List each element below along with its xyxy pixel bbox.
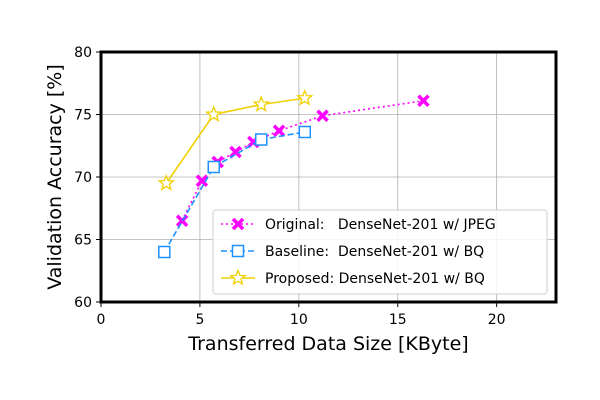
data-point bbox=[417, 94, 430, 107]
series-line bbox=[181, 99, 424, 222]
series-line bbox=[165, 97, 305, 184]
data-point bbox=[272, 124, 286, 137]
y-tick-label: 75 bbox=[74, 108, 92, 124]
y-tick-label: 60 bbox=[74, 295, 92, 311]
legend-marker bbox=[231, 217, 245, 231]
data-point bbox=[229, 145, 242, 159]
legend-label: Baseline: DenseNet-201 w/ BQ bbox=[265, 244, 484, 260]
data-point bbox=[175, 214, 189, 227]
data-point bbox=[252, 95, 271, 113]
data-point bbox=[254, 133, 268, 146]
data-point bbox=[295, 88, 314, 106]
y-tick-label: 65 bbox=[74, 233, 92, 249]
y-tick-label: 80 bbox=[74, 45, 92, 61]
data-point bbox=[207, 160, 221, 174]
legend-marker bbox=[231, 244, 245, 258]
legend-item: Proposed: DenseNet-201 w/ BQ bbox=[221, 268, 485, 287]
data-point bbox=[158, 245, 171, 259]
x-tick-label: 20 bbox=[488, 312, 506, 328]
legend-item: Original: DenseNet-201 w/ JPEG bbox=[221, 217, 496, 233]
data-point bbox=[298, 125, 312, 139]
x-tick-label: 10 bbox=[290, 312, 308, 328]
legend-label: Original: DenseNet-201 w/ JPEG bbox=[265, 217, 496, 233]
x-axis-label: Transferred Data Size [KByte] bbox=[187, 333, 468, 355]
legend-label: Proposed: DenseNet-201 w/ BQ bbox=[265, 271, 485, 287]
series-1 bbox=[158, 125, 312, 259]
data-point bbox=[204, 105, 223, 123]
legend-marker bbox=[229, 268, 247, 286]
y-tick-label: 70 bbox=[74, 170, 92, 186]
series-layer bbox=[157, 88, 430, 259]
legend-item: Baseline: DenseNet-201 w/ BQ bbox=[221, 244, 484, 260]
series-line bbox=[163, 131, 305, 253]
x-tick-label: 0 bbox=[97, 312, 106, 328]
series-0 bbox=[175, 94, 430, 227]
data-point bbox=[157, 173, 176, 191]
data-point bbox=[195, 174, 209, 187]
series-2 bbox=[157, 88, 314, 191]
x-tick-label: 5 bbox=[195, 312, 204, 328]
x-tick-label: 15 bbox=[389, 312, 407, 328]
legend-box bbox=[212, 209, 548, 295]
y-axis-label: Validation Accuracy [%] bbox=[44, 64, 66, 290]
ticks: 0 5 10 15 20 60 65 70 75 80 bbox=[74, 45, 505, 328]
legend: Original: DenseNet-201 w/ JPEG Baseline: … bbox=[212, 209, 548, 295]
data-point bbox=[316, 109, 329, 122]
